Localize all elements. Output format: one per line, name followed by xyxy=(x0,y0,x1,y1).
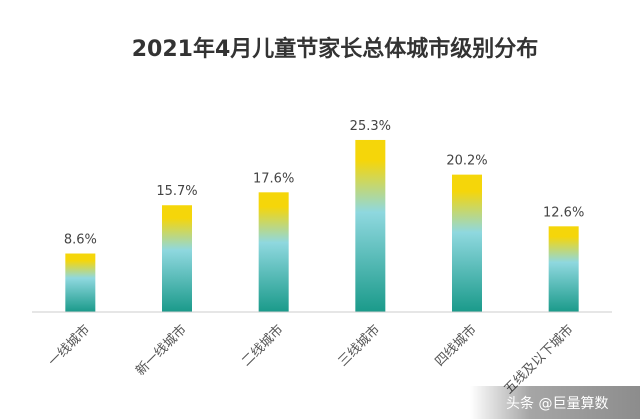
bar-0 xyxy=(65,253,96,312)
data-label-5: 12.6% xyxy=(543,205,584,220)
data-label-0: 8.6% xyxy=(64,233,97,248)
bar-1 xyxy=(162,205,192,312)
category-label-5: 五线及以下城市 xyxy=(501,322,577,398)
chart-title: 2021年4月儿童节家长总体城市级别分布 xyxy=(132,36,539,62)
category-label-0: 一线城市 xyxy=(45,322,93,370)
bar-5 xyxy=(548,226,579,312)
category-label-2: 二线城市 xyxy=(238,322,286,370)
data-label-1: 15.7% xyxy=(156,184,197,199)
data-label-4: 20.2% xyxy=(446,154,487,169)
category-label-3: 三线城市 xyxy=(335,322,383,370)
bar-4 xyxy=(452,174,482,312)
data-label-2: 17.6% xyxy=(253,171,294,186)
category-label-4: 四线城市 xyxy=(432,322,480,370)
watermark-text: 头条 @巨量算数 xyxy=(506,395,608,412)
bar-2 xyxy=(258,192,289,312)
category-label-1: 新一线城市 xyxy=(133,322,190,379)
bar-3 xyxy=(355,139,386,312)
data-label-3: 25.3% xyxy=(350,119,391,134)
watermark-backdrop xyxy=(470,386,640,419)
